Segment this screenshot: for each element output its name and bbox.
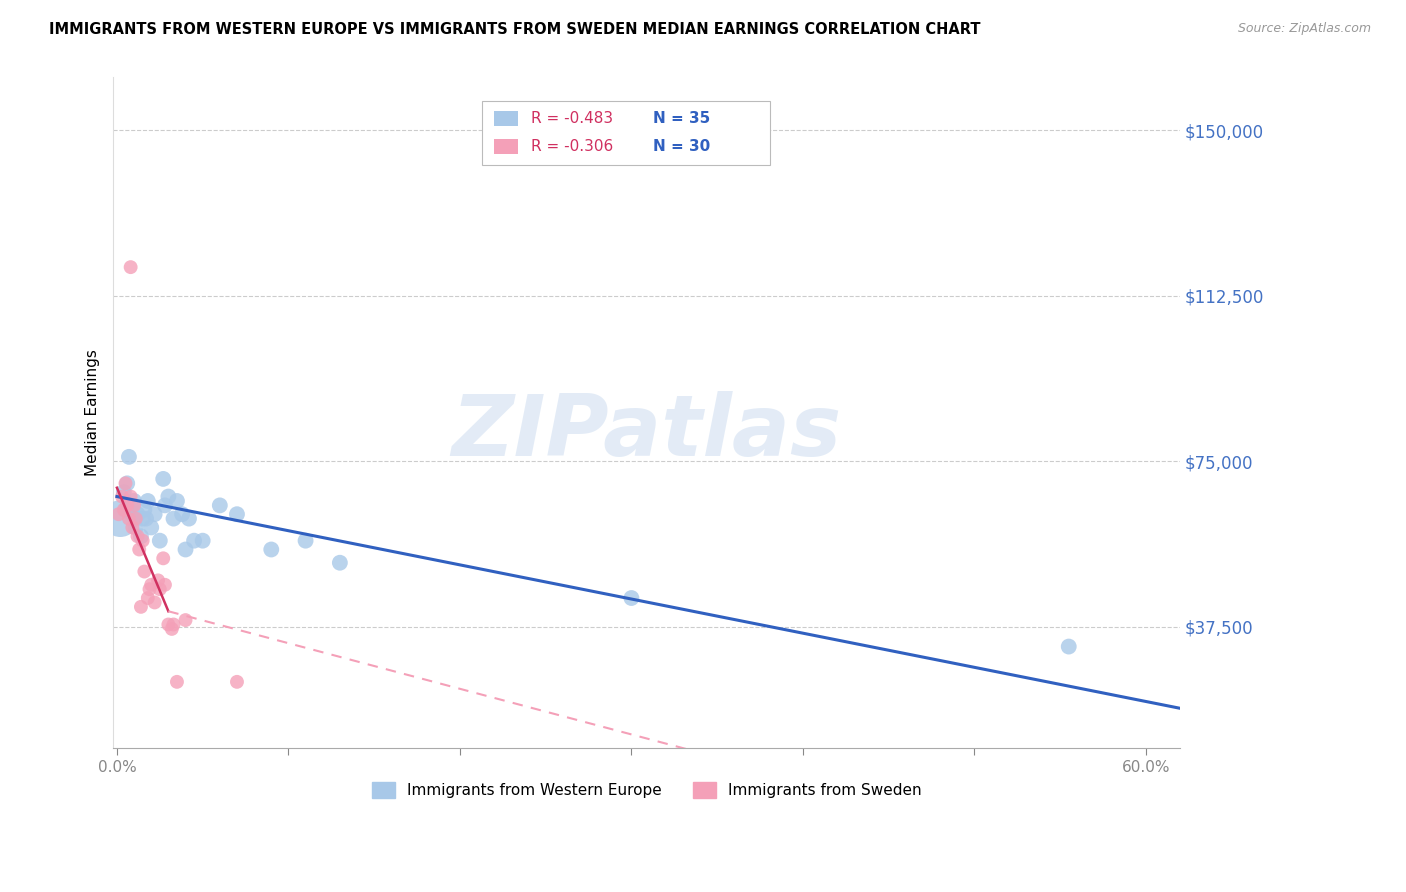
Point	[129, 599, 152, 614]
Point	[146, 574, 169, 588]
Point	[127, 529, 149, 543]
Point	[134, 565, 156, 579]
Point	[153, 499, 176, 513]
Y-axis label: Median Earnings: Median Earnings	[86, 350, 100, 476]
Point	[118, 511, 141, 525]
Point	[226, 507, 249, 521]
Point	[136, 494, 159, 508]
Point	[141, 578, 163, 592]
Point	[149, 582, 172, 597]
Point	[172, 507, 194, 521]
Point	[294, 533, 316, 548]
Point	[157, 617, 180, 632]
Point	[157, 490, 180, 504]
FancyBboxPatch shape	[481, 101, 769, 165]
Point	[118, 450, 141, 464]
Point	[226, 674, 249, 689]
Point	[152, 551, 174, 566]
Point	[174, 613, 197, 627]
Point	[121, 507, 143, 521]
Point	[112, 485, 135, 500]
Point	[329, 556, 352, 570]
Point	[120, 499, 142, 513]
Point	[1057, 640, 1080, 654]
Point	[111, 490, 134, 504]
Point	[143, 507, 166, 521]
Point	[129, 529, 152, 543]
Point	[208, 499, 231, 513]
Point	[135, 511, 157, 525]
Point	[131, 511, 153, 525]
Point	[121, 520, 143, 534]
Point	[160, 622, 183, 636]
Point	[149, 533, 172, 548]
FancyBboxPatch shape	[495, 139, 517, 154]
Point	[174, 542, 197, 557]
Point	[114, 503, 136, 517]
Point	[115, 476, 138, 491]
Point	[162, 511, 184, 525]
Point	[115, 499, 138, 513]
Point	[152, 472, 174, 486]
Point	[120, 260, 142, 274]
Point	[136, 591, 159, 605]
Point	[122, 499, 145, 513]
Point	[125, 511, 148, 525]
Point	[143, 595, 166, 609]
Text: R = -0.483: R = -0.483	[530, 112, 613, 127]
Point	[131, 533, 153, 548]
Point	[177, 511, 200, 525]
Text: N = 35: N = 35	[654, 112, 710, 127]
Point	[141, 520, 163, 534]
Point	[122, 494, 145, 508]
Point	[166, 674, 188, 689]
Text: IMMIGRANTS FROM WESTERN EUROPE VS IMMIGRANTS FROM SWEDEN MEDIAN EARNINGS CORRELA: IMMIGRANTS FROM WESTERN EUROPE VS IMMIGR…	[49, 22, 981, 37]
Point	[162, 617, 184, 632]
Point	[128, 542, 150, 557]
Point	[138, 582, 160, 597]
Text: N = 30: N = 30	[654, 139, 710, 154]
Point	[114, 476, 136, 491]
Legend: Immigrants from Western Europe, Immigrants from Sweden: Immigrants from Western Europe, Immigran…	[366, 776, 928, 804]
Point	[166, 494, 188, 508]
Text: R = -0.306: R = -0.306	[530, 139, 613, 154]
Text: ZIPatlas: ZIPatlas	[451, 392, 842, 475]
Point	[120, 490, 142, 504]
Point	[153, 578, 176, 592]
Point	[134, 503, 156, 517]
Point	[183, 533, 205, 548]
Point	[112, 503, 135, 517]
Point	[125, 520, 148, 534]
Point	[110, 511, 132, 525]
Text: Source: ZipAtlas.com: Source: ZipAtlas.com	[1237, 22, 1371, 36]
Point	[620, 591, 643, 605]
Point	[127, 507, 149, 521]
Point	[191, 533, 214, 548]
Point	[260, 542, 283, 557]
FancyBboxPatch shape	[495, 112, 517, 126]
Point	[107, 507, 129, 521]
